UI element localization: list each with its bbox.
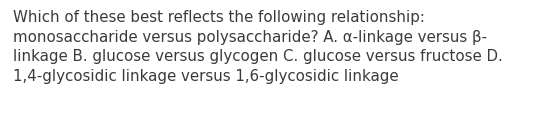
Text: Which of these best reflects the following relationship:
monosaccharide versus p: Which of these best reflects the followi… (13, 10, 503, 84)
